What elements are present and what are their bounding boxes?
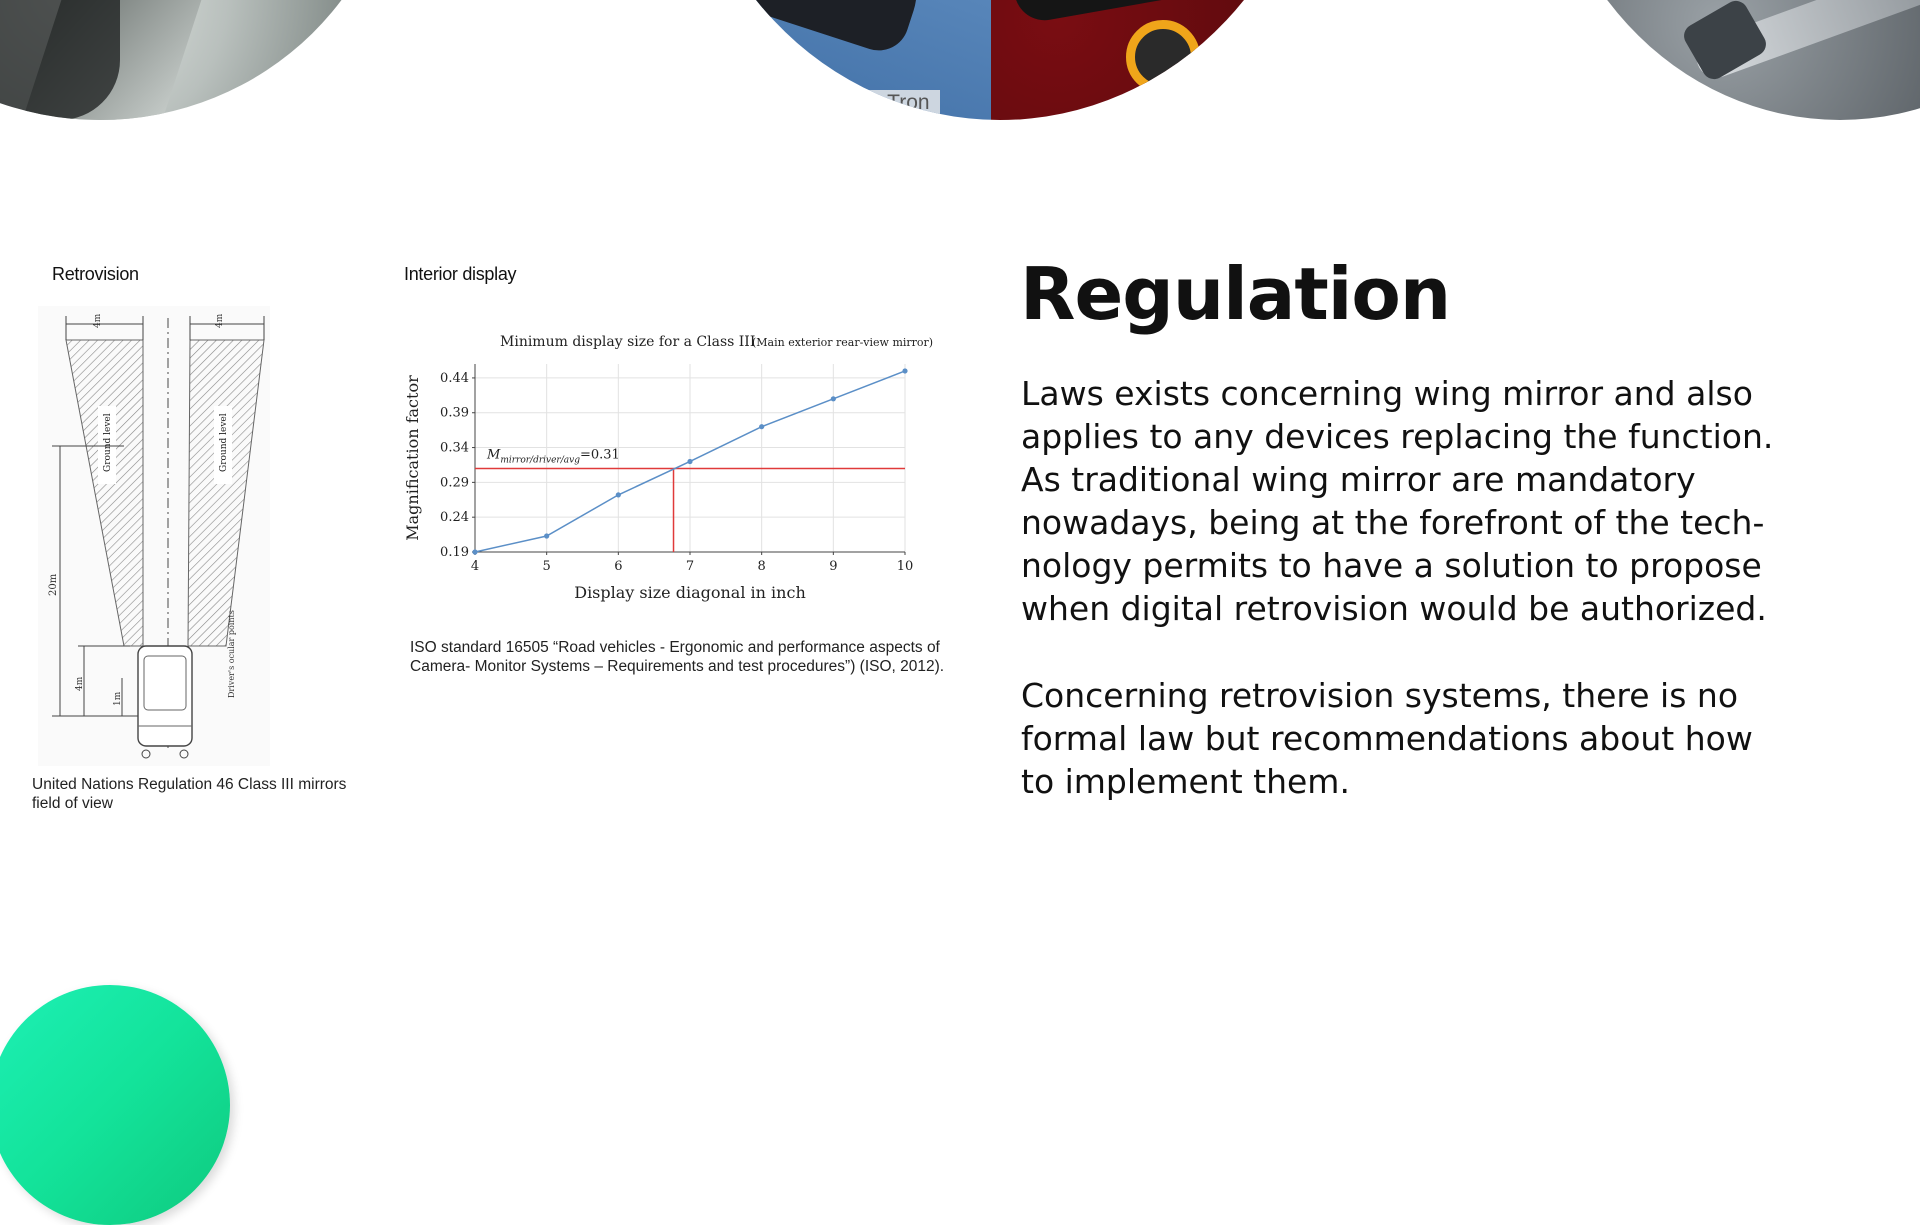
dim-label: 4m xyxy=(75,676,85,691)
paragraph-line: formal law but recommendations about how xyxy=(1021,719,1753,758)
reference-line xyxy=(475,467,905,552)
y-tick-label: 0.24 xyxy=(440,510,469,525)
dim-label: 20m xyxy=(48,573,59,596)
photo-half-red xyxy=(991,0,1320,120)
ground-level-label: Ground level xyxy=(219,413,229,472)
dim-label: 4m xyxy=(93,313,103,328)
regulation-paragraph-2: Concerning retrovision systems, there is… xyxy=(1021,674,1821,803)
photo-detail xyxy=(1679,0,1771,84)
data-point xyxy=(615,492,621,498)
photo-mirror-left xyxy=(0,0,400,120)
data-point xyxy=(544,533,550,539)
paragraph-line: when digital retrovision would be author… xyxy=(1021,589,1767,628)
x-tick-label: 4 xyxy=(471,559,479,574)
photo-etron-mirrors: di E-Tron xyxy=(680,0,1320,120)
paragraph-line: to implement them. xyxy=(1021,762,1350,801)
x-tick-label: 10 xyxy=(897,559,914,574)
driver-points-label: Driver's ocular points xyxy=(227,610,236,698)
y-tick-label: 0.29 xyxy=(440,475,469,490)
data-point xyxy=(902,368,908,374)
paragraph-line: As traditional wing mirror are mandatory xyxy=(1021,460,1696,499)
dim-label: 1m xyxy=(113,691,123,706)
y-tick-label: 0.44 xyxy=(440,371,469,386)
page-title: Regulation xyxy=(1020,252,1451,336)
x-tick-labels: 4 5 6 7 8 9 10 xyxy=(471,552,913,574)
chart-grid xyxy=(474,364,906,553)
data-point xyxy=(472,549,478,555)
x-axis-label: Display size diagonal in inch xyxy=(574,583,806,602)
x-tick-label: 8 xyxy=(758,559,766,574)
retrovision-caption: United Nations Regulation 46 Class III m… xyxy=(32,776,347,812)
paragraph-line: Laws exists concerning wing mirror and a… xyxy=(1021,374,1753,413)
reference-label: Mmirror/driver/avg=0.31 xyxy=(486,447,620,465)
photo-interior xyxy=(1540,0,1920,120)
reference-subscript: mirror/driver/avg xyxy=(500,455,580,465)
paragraph-line: applies to any devices replacing the fun… xyxy=(1021,417,1774,456)
chart-title: Minimum display size for a Class III xyxy=(500,334,755,350)
chart-svg: Minimum display size for a Class III (Ma… xyxy=(403,334,933,602)
camera-lens-ring xyxy=(1126,20,1200,94)
x-tick-label: 9 xyxy=(829,559,837,574)
magnification-chart: Minimum display size for a Class III (Ma… xyxy=(400,326,940,616)
paragraph-line: Concerning retrovision systems, there is… xyxy=(1021,676,1739,715)
y-tick-label: 0.39 xyxy=(440,406,469,421)
photo-detail xyxy=(0,0,120,120)
reference-symbol: M xyxy=(486,447,501,462)
data-point xyxy=(759,424,765,430)
x-tick-label: 7 xyxy=(686,559,694,574)
paragraph-line: nology permits to have a solution to pro… xyxy=(1021,546,1762,585)
paragraph-line: nowadays, being at the forefront of the … xyxy=(1021,503,1765,542)
camera-mirror-shape xyxy=(707,0,933,59)
y-axis-label: Magnification factor xyxy=(403,375,422,541)
ground-level-label: Ground level xyxy=(103,413,113,472)
retrovision-label: Retrovision xyxy=(52,264,139,284)
data-point xyxy=(687,458,693,465)
reference-value: =0.31 xyxy=(580,447,620,462)
x-tick-label: 5 xyxy=(543,559,551,574)
y-tick-label: 0.34 xyxy=(440,441,469,456)
interior-display-label: Interior display xyxy=(404,264,517,284)
data-point xyxy=(830,396,836,402)
regulation-paragraph-1: Laws exists concerning wing mirror and a… xyxy=(1021,372,1821,630)
iso-caption: ISO standard 16505 “Road vehicles - Ergo… xyxy=(410,639,945,675)
chart-subtitle: (Main exterior rear-view mirror) xyxy=(752,336,933,349)
y-tick-labels: 0.44 0.39 0.34 0.29 0.24 0.19 xyxy=(440,371,475,560)
y-tick-label: 0.19 xyxy=(440,545,469,560)
x-tick-label: 6 xyxy=(614,559,622,574)
dim-label: 4m xyxy=(215,313,225,328)
retrovision-diagram: 4m 4m Ground level Ground level 20m 4m 1… xyxy=(38,306,270,766)
accent-circle xyxy=(0,985,230,1225)
photo-caption: di E-Tron xyxy=(830,90,940,116)
chart-series xyxy=(472,368,908,555)
